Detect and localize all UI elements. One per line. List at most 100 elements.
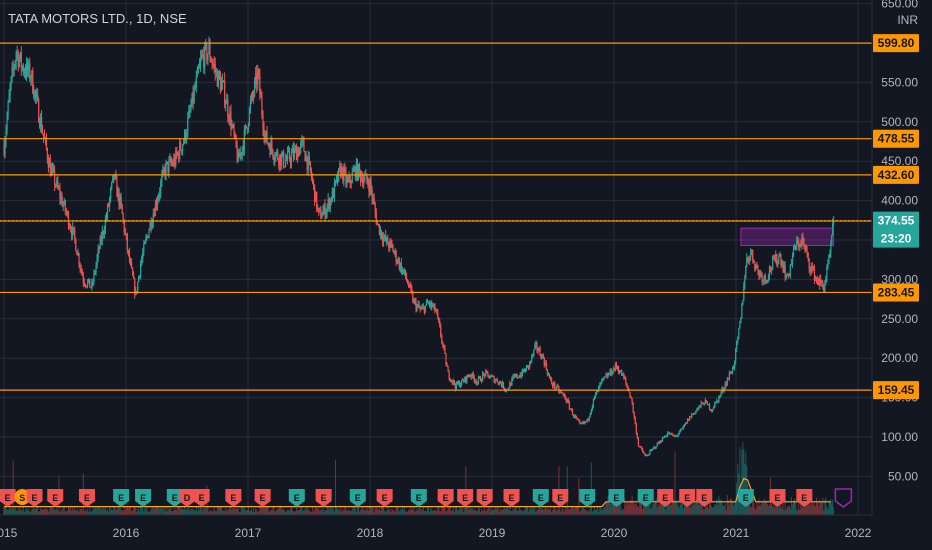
event-marker-earnings-miss[interactable]: E bbox=[78, 489, 95, 507]
candle-body bbox=[640, 446, 643, 449]
event-marker-earnings-miss[interactable]: E bbox=[769, 489, 786, 507]
event-marker-earnings-beat[interactable]: E bbox=[579, 489, 596, 507]
volume-bar bbox=[427, 506, 429, 515]
volume-bar bbox=[196, 511, 198, 515]
volume-bar bbox=[514, 506, 516, 515]
event-marker-earnings-beat[interactable]: E bbox=[532, 489, 549, 507]
candle-body bbox=[477, 377, 480, 383]
volume-bar bbox=[415, 510, 417, 515]
volume-bar bbox=[538, 507, 540, 515]
event-marker-earnings-miss[interactable]: E bbox=[679, 489, 696, 507]
event-marker-earnings-miss[interactable]: E bbox=[796, 489, 813, 507]
candle-body bbox=[40, 117, 42, 128]
event-marker-earnings-miss[interactable]: E bbox=[376, 489, 393, 507]
candle-body bbox=[516, 374, 518, 378]
volume-bar bbox=[766, 503, 768, 515]
event-marker-earnings-miss[interactable]: E bbox=[26, 489, 43, 507]
event-marker-dividend[interactable]: D bbox=[179, 489, 195, 507]
event-marker-earnings-beat[interactable]: E bbox=[166, 489, 183, 507]
event-marker-upcoming[interactable]: E bbox=[834, 488, 853, 508]
candle-body bbox=[189, 110, 191, 112]
candle-body bbox=[163, 168, 165, 170]
event-marker-earnings-miss[interactable]: E bbox=[696, 489, 713, 507]
event-marker-earnings-miss[interactable]: E bbox=[315, 489, 332, 507]
volume-bar bbox=[641, 501, 643, 515]
volume-bar bbox=[171, 511, 173, 515]
time-axis[interactable]: 20152016201720182019202020212022 bbox=[0, 526, 872, 540]
event-marker-shape bbox=[14, 489, 31, 505]
volume-bar bbox=[693, 499, 695, 515]
event-marker-earnings-beat[interactable]: E bbox=[288, 489, 305, 507]
candle-body bbox=[257, 69, 259, 85]
candle-body bbox=[218, 71, 221, 78]
volume-bar bbox=[273, 506, 275, 515]
volume-bar bbox=[794, 498, 796, 515]
event-marker-shape bbox=[0, 489, 16, 507]
event-marker-earnings-miss[interactable]: E bbox=[476, 489, 493, 507]
event-marker-split[interactable]: S bbox=[14, 489, 31, 505]
candle-body bbox=[418, 304, 420, 308]
volume-bar bbox=[629, 500, 631, 515]
volume-bar bbox=[467, 507, 469, 515]
volume-bar bbox=[506, 507, 508, 515]
event-marker-earnings-beat[interactable]: E bbox=[637, 489, 654, 507]
y-tick-label: 650.00 bbox=[881, 0, 918, 11]
volume-bar bbox=[393, 510, 395, 515]
event-marker-earnings-beat[interactable]: E bbox=[113, 489, 130, 507]
volume-bar bbox=[15, 509, 17, 515]
candle-body bbox=[386, 237, 388, 241]
volume-bar bbox=[764, 502, 766, 515]
event-marker-earnings-miss[interactable]: E bbox=[437, 489, 454, 507]
event-marker-earnings-miss[interactable]: E bbox=[225, 489, 242, 507]
level-lines-layer[interactable] bbox=[0, 42, 872, 391]
volume-bar bbox=[341, 511, 343, 515]
event-marker-earnings-miss[interactable]: E bbox=[254, 489, 271, 507]
event-marker-earnings-miss[interactable]: E bbox=[193, 489, 210, 507]
candle-body bbox=[474, 381, 476, 383]
volume-bar bbox=[652, 503, 654, 515]
volume-bar bbox=[8, 508, 10, 515]
event-marker-earnings-beat[interactable]: E bbox=[410, 489, 427, 507]
event-marker-earnings-miss[interactable]: E bbox=[657, 489, 674, 507]
event-marker-earnings-beat[interactable]: E bbox=[135, 489, 152, 507]
event-marker-earnings-miss[interactable]: E bbox=[47, 489, 64, 507]
candle-body bbox=[541, 354, 543, 359]
volume-bar bbox=[395, 507, 397, 515]
volume-bar bbox=[284, 509, 286, 515]
volume-bar bbox=[790, 497, 792, 515]
candle-body bbox=[574, 415, 576, 417]
event-marker-earnings-miss[interactable]: E bbox=[503, 489, 520, 507]
volume-bar bbox=[202, 510, 204, 515]
volume-bar bbox=[69, 509, 71, 515]
volume-bar bbox=[209, 510, 211, 515]
volume-bar bbox=[291, 509, 293, 515]
volume-bar bbox=[651, 506, 653, 515]
volume-bar bbox=[536, 509, 538, 515]
volume-bar bbox=[723, 505, 725, 515]
volume-bar bbox=[495, 506, 497, 515]
volume-bar bbox=[137, 509, 139, 515]
volume-bar bbox=[138, 507, 140, 515]
event-marker-earnings-miss[interactable]: E bbox=[0, 489, 16, 507]
candle-body bbox=[220, 83, 223, 92]
event-marker-earnings-miss[interactable]: E bbox=[457, 489, 474, 507]
volume-bar bbox=[307, 507, 309, 515]
event-marker-earnings-beat[interactable]: E bbox=[349, 489, 366, 507]
candle-body bbox=[694, 412, 696, 414]
event-marker-earnings-miss[interactable]: E bbox=[552, 489, 569, 507]
volume-bar bbox=[796, 509, 798, 515]
volume-bar bbox=[674, 451, 676, 515]
candle-body bbox=[487, 371, 489, 375]
candle-body bbox=[182, 141, 185, 145]
event-marker-earnings-beat[interactable]: E bbox=[608, 489, 625, 507]
volume-bar bbox=[96, 508, 98, 515]
volume-bar bbox=[236, 508, 238, 515]
volume-bar bbox=[476, 510, 478, 515]
event-marker-earnings-beat[interactable]: E bbox=[737, 489, 754, 507]
volume-bar bbox=[554, 506, 556, 515]
candle-body bbox=[259, 74, 261, 94]
candle-body bbox=[585, 421, 587, 423]
